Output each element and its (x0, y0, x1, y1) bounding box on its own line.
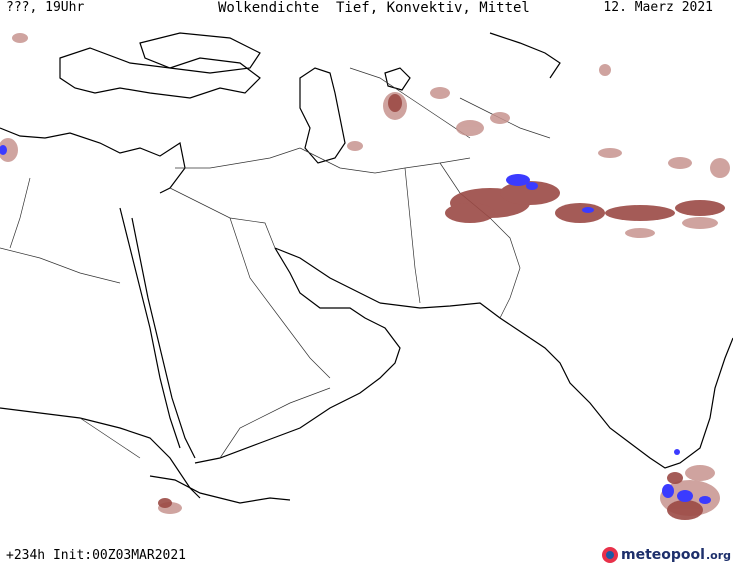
forecast-time-label: ???, 19Uhr (6, 0, 85, 15)
cloud-density-map (0, 32, 733, 520)
coastlines (0, 32, 733, 504)
meteopool-logo[interactable]: meteopool .org (602, 545, 731, 565)
country-borders (0, 67, 551, 459)
logo-suffix: .org (705, 548, 731, 562)
forecast-date: 12. Maerz 2021 (603, 0, 713, 15)
cloud-cover-medium (158, 94, 725, 520)
logo-icon (602, 547, 618, 563)
cloud-cover-light (0, 33, 730, 516)
logo-text: meteopool (621, 547, 705, 563)
cloud-cover-dense (0, 145, 711, 504)
init-time-label: +234h Init:00Z03MAR2021 (6, 548, 187, 563)
map-title: Wolkendichte Tief, Konvektiv, Mittel (218, 0, 530, 16)
